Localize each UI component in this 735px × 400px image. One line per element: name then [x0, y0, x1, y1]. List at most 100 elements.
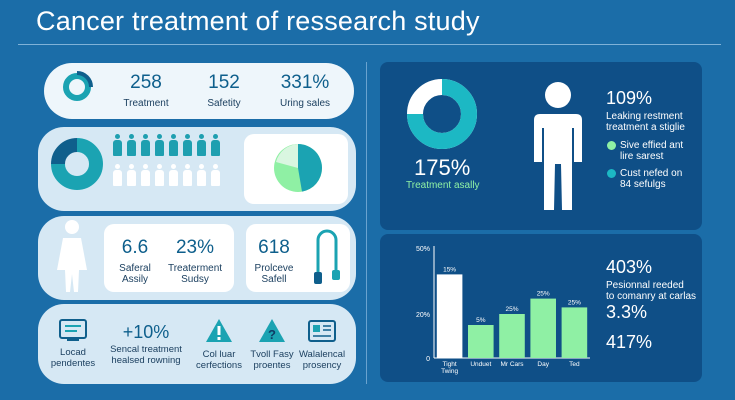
stat-label: Safetity [207, 98, 241, 109]
rb-label: Pesionnal reeded [606, 280, 684, 291]
stat-saferal: 6.6 Saferal Assily [110, 237, 160, 285]
person-icon [112, 134, 123, 156]
legend-label: 84 sefulgs [620, 179, 666, 190]
person-icon [126, 164, 137, 186]
plus-percent-value: +10% [122, 322, 170, 342]
bar [468, 325, 494, 358]
person-icon [140, 134, 151, 156]
stat-treatment: 258 Treatment [118, 72, 174, 109]
stat-value: 23% [175, 237, 215, 258]
clipboard-icon [59, 319, 87, 341]
stat-label: Treaterment [167, 263, 223, 274]
warning-icon [206, 319, 232, 342]
icon-label: pendentes [50, 358, 96, 369]
stat-value: 331% [280, 72, 330, 93]
locad-item: Locad pendentes [44, 318, 102, 369]
person-icon [210, 164, 221, 186]
svg-text:?: ? [268, 327, 276, 342]
stat-label: Treatment [123, 98, 169, 109]
stat-label: Saferal [119, 263, 151, 274]
x-tick-label: Day [537, 361, 549, 368]
person-icon [140, 164, 151, 186]
big-value: 175% [414, 155, 471, 180]
side-label: Leaking restment [606, 111, 683, 122]
stat-value: 618 [258, 237, 290, 258]
y-tick-label: 0 [426, 356, 430, 363]
icon-label: Tvoll Fasy [250, 349, 294, 360]
stat-value: 6.6 [121, 237, 149, 258]
top-stats-panel [44, 63, 354, 119]
stat-prolceve: 618 Prolceve Safell [250, 237, 298, 285]
bar-value-label: 25% [505, 306, 518, 313]
big-label: Treatment asally [406, 180, 480, 191]
people-pictogram [112, 134, 232, 194]
bar [436, 274, 463, 358]
person-icon [196, 134, 207, 156]
x-tick-label: Unduet [470, 361, 491, 368]
stat-sales: 331% Uring sales [270, 72, 340, 109]
question-icon: ? [259, 319, 285, 342]
legend-swatch [607, 168, 616, 178]
rb-value: 417% [606, 332, 653, 352]
person-icon [182, 164, 193, 186]
x-tick-label: Ted [569, 361, 580, 368]
icon-label: Col luar [202, 349, 236, 360]
pie-chart-icon [274, 144, 322, 192]
side-value: 109% [606, 88, 653, 108]
x-tick-label: Twing [441, 368, 458, 375]
person-icon [210, 134, 221, 156]
colluar-item: Col luar cerfections [190, 318, 248, 371]
person-icon [182, 134, 193, 156]
bar-value-label: 25% [568, 299, 581, 306]
icon-label: prosency [302, 360, 342, 371]
x-tick-label: Tight [442, 361, 456, 368]
tvoll-item: ? Tvoll Fasy proentes [244, 318, 300, 371]
stat-label: Safell [261, 274, 287, 285]
legend-label: Cust nefed on [620, 168, 683, 179]
stat-value: 152 [208, 72, 240, 93]
bar-value-label: 25% [537, 291, 550, 298]
rb-value: 3.3% [606, 302, 648, 322]
ring-chart-icon [63, 71, 93, 101]
legend-item: Cust nefed on 84 sefulgs [607, 168, 682, 190]
donut-chart-large-icon [407, 79, 477, 149]
person-icon [168, 134, 179, 156]
stat-label: Uring sales [279, 98, 331, 109]
legend-label: lire sarest [620, 151, 664, 162]
person-icon [154, 134, 165, 156]
woman-figure-icon [57, 220, 87, 292]
page-title: Cancer treatment of ressearch study [36, 6, 480, 36]
person-icon [154, 164, 165, 186]
cable-icon [314, 229, 340, 284]
vertical-divider [366, 62, 367, 384]
stat-safety: 152 Safetity [196, 72, 252, 109]
y-tick-label: 50% [416, 246, 430, 253]
rb-label: to comanry at carlas [606, 291, 697, 302]
stat-label: Prolceve [254, 263, 294, 274]
y-tick-label: 20% [416, 312, 430, 319]
x-tick-label: Mr Cars [500, 361, 524, 368]
icon-label: Walalencal [298, 349, 346, 360]
bar [530, 298, 556, 358]
icon-label: cerfections [196, 360, 242, 371]
icons-panel [38, 304, 356, 384]
rb-value: 403% [606, 257, 653, 277]
bar [561, 307, 588, 358]
icon-label: proentes [253, 360, 291, 371]
stats-card [104, 224, 234, 292]
stat-treaterment: 23% Treaterment Sudsy [160, 237, 230, 285]
icon-label: Locad [60, 347, 86, 358]
bar-value-label: 15% [443, 266, 456, 273]
title-divider [18, 44, 721, 45]
walalencal-item: Walalencal prosency [292, 318, 352, 371]
legend-swatch [607, 140, 616, 150]
sencal-item: +10% Sencal treatment healsed rowning [104, 322, 188, 366]
person-figure-icon [534, 82, 582, 210]
person-icon [168, 164, 179, 186]
person-icon [196, 164, 207, 186]
document-icon [308, 320, 336, 342]
person-icon [112, 164, 123, 186]
donut-chart-icon [51, 138, 103, 190]
device-card [246, 224, 350, 292]
